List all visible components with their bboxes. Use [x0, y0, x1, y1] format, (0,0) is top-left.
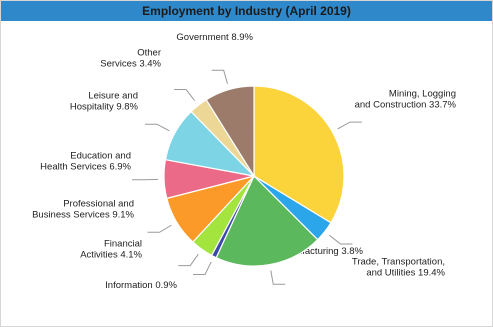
leader-line — [144, 123, 170, 132]
leader-line — [147, 224, 172, 233]
slice-label: Financial Activities 4.1% — [80, 239, 142, 261]
leader-line — [192, 261, 212, 275]
slice-label: Professional and Business Services 9.1% — [32, 199, 134, 221]
leader-line — [174, 89, 196, 101]
leader-line — [270, 270, 286, 285]
slice-label: Mining, Logging and Construction 33.7% — [355, 89, 457, 111]
title-bar — [1, 1, 492, 21]
chart-title: Employment by Industry (April 2019) — [142, 4, 351, 18]
slice-label: Leisure and Hospitality 9.8% — [70, 91, 139, 113]
leader-line — [337, 121, 362, 130]
slice-label: Other Services 3.4% — [100, 48, 161, 70]
pie-slice — [205, 85, 255, 179]
slice-label: Government 8.9% — [176, 32, 253, 43]
leader-line — [329, 234, 353, 245]
pie-slice — [253, 85, 345, 224]
slice-label: Information 0.9% — [105, 280, 177, 291]
slice-label: Education and Health Services 6.9% — [40, 151, 131, 173]
leader-line — [178, 253, 199, 267]
pie-slice — [215, 174, 319, 267]
leader-line — [211, 69, 228, 84]
slice-label: Trade, Transportation, and Utilities 19.4… — [352, 257, 446, 279]
slice-label: Manufacturing 3.8% — [279, 246, 364, 257]
